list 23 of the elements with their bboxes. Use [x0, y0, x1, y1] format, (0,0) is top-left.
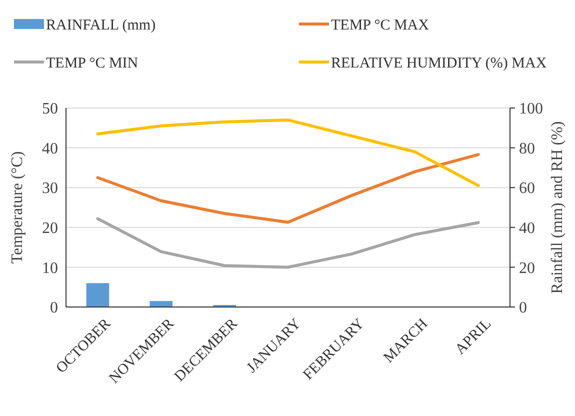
legend-label: RELATIVE HUMIDITY (%) MAX — [331, 55, 547, 72]
y2-tick-label: 80 — [519, 140, 535, 158]
legend-label: RAINFALL (mm) — [46, 17, 156, 34]
y2-tick-label: 0 — [519, 300, 527, 317]
line-series — [96, 217, 480, 269]
line-series — [96, 118, 480, 188]
y-tick-label: 40 — [42, 140, 58, 158]
y-tick-label: 30 — [42, 180, 58, 198]
y2-tick-label: 60 — [519, 180, 535, 198]
y-tick-label: 10 — [42, 260, 58, 277]
y-axis-title: Temperature (°C) — [9, 151, 26, 264]
bar — [150, 301, 173, 307]
y2-tick-label: 40 — [519, 220, 535, 237]
y2-tick-label: 100 — [519, 100, 543, 118]
legend-label: TEMP °C MAX — [331, 17, 430, 34]
y-tick-label: 20 — [42, 220, 58, 237]
line-series — [96, 153, 480, 224]
y2-axis-title: Rainfall (mm) and RH (%) — [549, 121, 566, 294]
y2-tick-label: 20 — [519, 260, 535, 277]
y-tick-label: 0 — [50, 300, 58, 317]
bar — [86, 283, 110, 307]
legend-label: TEMP °C MIN — [46, 55, 138, 72]
y-tick-label: 50 — [42, 100, 58, 118]
